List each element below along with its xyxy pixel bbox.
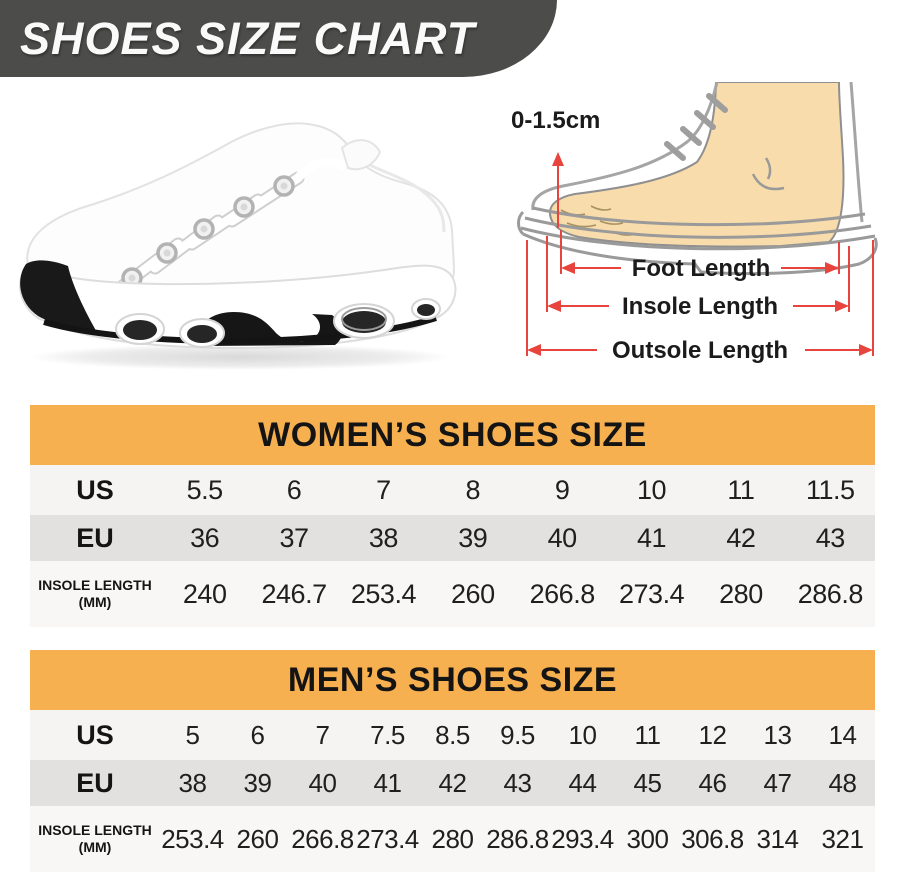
shoe-eyelets: [121, 175, 295, 289]
size-value: 48: [828, 767, 857, 798]
size-value: 42: [438, 767, 467, 798]
row-label: EU: [76, 522, 114, 553]
size-value: 273.4: [356, 823, 419, 854]
size-value: 38: [178, 767, 207, 798]
shoe-heel-collar: [340, 139, 382, 171]
size-value: 44: [568, 767, 597, 798]
size-value: 41: [373, 767, 402, 798]
size-value: 286.8: [797, 578, 864, 609]
size-value: 14: [828, 719, 857, 750]
shoe-air-bubbles: [115, 298, 441, 348]
size-value: 11: [727, 474, 755, 505]
size-value: 286.8: [486, 823, 549, 854]
row-sublabel: (MM): [78, 839, 112, 855]
size-value: 300: [626, 823, 669, 854]
measurement-arrows: [526, 152, 874, 356]
shoe-toe-cap: [20, 260, 98, 334]
size-value: 260: [451, 578, 495, 609]
table-row-us: US 5.5 6 7 8 9 10 11 11.5: [30, 465, 875, 515]
size-value: 11.5: [806, 474, 855, 505]
ankle-lines: [751, 157, 785, 191]
size-value: 266.8: [529, 578, 596, 609]
size-value: 10: [568, 719, 597, 750]
row-label: US: [76, 474, 114, 505]
table-row-insole-length: INSOLE LENGTH (MM) 240 246.7 253.4 260 266.8 27…: [30, 561, 875, 627]
size-value: 280: [431, 823, 474, 854]
outsole-length-label: Outsole Length: [612, 337, 788, 364]
size-value: 45: [633, 767, 662, 798]
size-value: 246.7: [261, 578, 328, 609]
size-value: 7: [315, 719, 330, 750]
foot-length-label: Foot Length: [632, 255, 771, 282]
size-value: 6: [250, 719, 265, 750]
size-value: 253.4: [161, 823, 224, 854]
size-value: 43: [815, 522, 846, 553]
size-value: 47: [763, 767, 792, 798]
size-value: 7.5: [370, 719, 405, 750]
foot-measurement-diagram: 0-1.5cm Foot Length Insole Length Outsol…: [511, 82, 878, 364]
table-row-insole-length: INSOLE LENGTH (MM) 253.4 260 266.8 273.4 280 28…: [30, 806, 875, 872]
size-value: 9: [554, 474, 570, 505]
size-value: 273.4: [619, 578, 685, 609]
size-value: 240: [182, 578, 227, 609]
women-table-title: WOMEN’S SHOES SIZE: [30, 405, 875, 465]
size-value: 40: [547, 522, 578, 553]
size-value: 43: [503, 767, 532, 798]
row-sublabel: (MM): [78, 594, 112, 610]
size-value: 8.5: [435, 719, 470, 750]
size-value: 321: [821, 823, 864, 854]
size-value: 266.8: [291, 823, 354, 854]
row-label: EU: [76, 767, 114, 798]
size-value: 42: [726, 522, 756, 553]
size-value: 8: [465, 474, 481, 505]
size-value: 39: [458, 522, 488, 553]
size-value: 37: [279, 522, 310, 553]
size-value: 7: [376, 474, 391, 505]
lace-hooks: [664, 93, 728, 161]
row-label: US: [76, 719, 114, 750]
shoe-collar-line: [355, 156, 446, 233]
size-value: 11: [634, 719, 662, 750]
row-label: INSOLE LENGTH (MM): [30, 822, 160, 856]
page-title: SHOES SIZE CHART: [20, 13, 476, 64]
size-value: 280: [719, 578, 763, 609]
size-value: 6: [286, 474, 302, 505]
shoe-shadow: [28, 344, 452, 370]
shoe-midsole-wave: [200, 312, 343, 346]
sneaker-image: [19, 122, 457, 370]
women-table-rows: US 5.5 6 7 8 9 10 11 11.5 EU 36 37 38 39 40 41 42 43 INSOL…: [30, 465, 875, 627]
size-value: 12: [698, 719, 727, 750]
size-value: 9.5: [500, 719, 535, 750]
table-row-us: US 5 6 7 7.5 8.5 9.5 10 11 12 13 14: [30, 710, 875, 760]
women-size-table: WOMEN’S SHOES SIZE US 5.5 6 7 8 9 10 11 11.5 EU 36…: [30, 405, 875, 627]
size-value: 40: [308, 767, 337, 798]
men-table-rows: US 5 6 7 7.5 8.5 9.5 10 11 12 13 14 EU 38 39 40 41 42 43 44…: [30, 710, 875, 872]
size-value: 253.4: [350, 578, 417, 609]
size-value: 306.8: [681, 823, 744, 854]
size-value: 41: [637, 522, 667, 553]
size-value: 36: [190, 522, 220, 553]
size-value: 314: [756, 823, 799, 854]
row-label: INSOLE LENGTH (MM): [30, 577, 160, 611]
size-value: 293.4: [551, 823, 614, 854]
table-row-eu: EU 38 39 40 41 42 43 44 45 46 47 48: [30, 760, 875, 806]
men-table-title: MEN’S SHOES SIZE: [30, 650, 875, 710]
size-value: 10: [637, 474, 667, 505]
table-row-eu: EU 36 37 38 39 40 41 42 43: [30, 515, 875, 561]
foot-shape: [548, 82, 845, 248]
size-value: 5.5: [186, 474, 224, 505]
size-value: 13: [763, 719, 792, 750]
men-size-table: MEN’S SHOES SIZE US 5 6 7 7.5 8.5 9.5 10 11 12 13 1…: [30, 650, 875, 872]
toe-gap-label: 0-1.5cm: [511, 107, 600, 134]
size-value: 38: [368, 522, 399, 553]
size-value: 5: [185, 719, 200, 750]
header-banner: SHOES SIZE CHART: [0, 0, 557, 77]
size-value: 46: [698, 767, 727, 798]
size-value: 39: [243, 767, 272, 798]
size-value: 260: [236, 823, 279, 854]
insole-length-label: Insole Length: [622, 293, 778, 320]
